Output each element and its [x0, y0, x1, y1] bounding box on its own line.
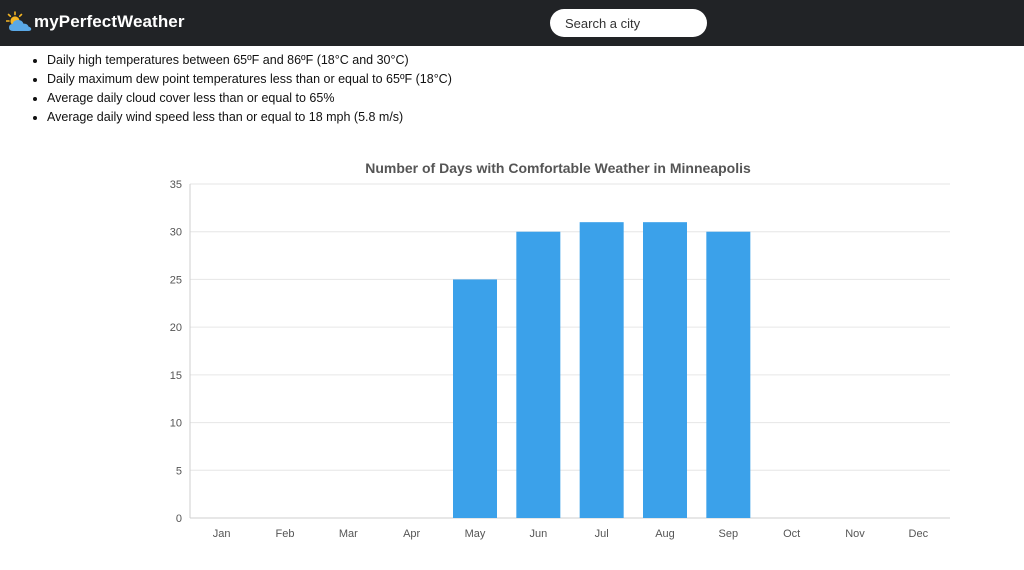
y-tick-label: 20: [170, 322, 182, 334]
x-tick-label: Oct: [783, 528, 800, 540]
chart-title: Number of Days with Comfortable Weather …: [365, 160, 751, 176]
y-tick-label: 10: [170, 418, 182, 430]
comfortable-days-bar-chart: Number of Days with Comfortable Weather …: [170, 160, 950, 540]
y-tick-label: 5: [176, 465, 182, 477]
x-tick-label: Jan: [213, 528, 231, 540]
x-tick-label: Jul: [595, 528, 609, 540]
x-tick-label: Jun: [529, 528, 547, 540]
top-navbar: myPerfectWeather: [0, 0, 1024, 46]
bar-jul[interactable]: [579, 222, 624, 518]
bar-jun[interactable]: [516, 231, 561, 518]
bar-may[interactable]: [453, 279, 497, 518]
criteria-item: Average daily cloud cover less than or e…: [47, 89, 452, 108]
brand-name: myPerfectWeather: [34, 12, 185, 31]
x-tick-label: Dec: [909, 528, 929, 540]
criteria-item: Average daily wind speed less than or eq…: [47, 108, 452, 127]
criteria-item: Daily maximum dew point temperatures les…: [47, 70, 452, 89]
criteria-item: Daily high temperatures between 65ºF and…: [47, 51, 452, 70]
y-tick-label: 25: [170, 274, 182, 286]
x-tick-label: Feb: [276, 528, 295, 540]
city-search-input[interactable]: [550, 9, 707, 37]
y-tick-label: 35: [170, 179, 182, 191]
x-tick-label: Apr: [403, 528, 420, 540]
y-tick-label: 30: [170, 227, 182, 239]
x-tick-label: Nov: [845, 528, 865, 540]
comfort-criteria-list: Daily high temperatures between 65ºF and…: [28, 51, 452, 127]
y-tick-label: 15: [170, 370, 182, 382]
x-tick-label: Aug: [655, 528, 675, 540]
x-tick-label: Mar: [339, 528, 358, 540]
sun-cloud-icon: [6, 11, 32, 31]
logo[interactable]: myPerfectWeather: [6, 10, 185, 34]
x-tick-label: May: [465, 528, 486, 540]
bar-aug[interactable]: [643, 222, 687, 518]
bar-sep[interactable]: [706, 231, 751, 518]
y-tick-label: 0: [176, 513, 182, 525]
x-tick-label: Sep: [719, 528, 739, 540]
